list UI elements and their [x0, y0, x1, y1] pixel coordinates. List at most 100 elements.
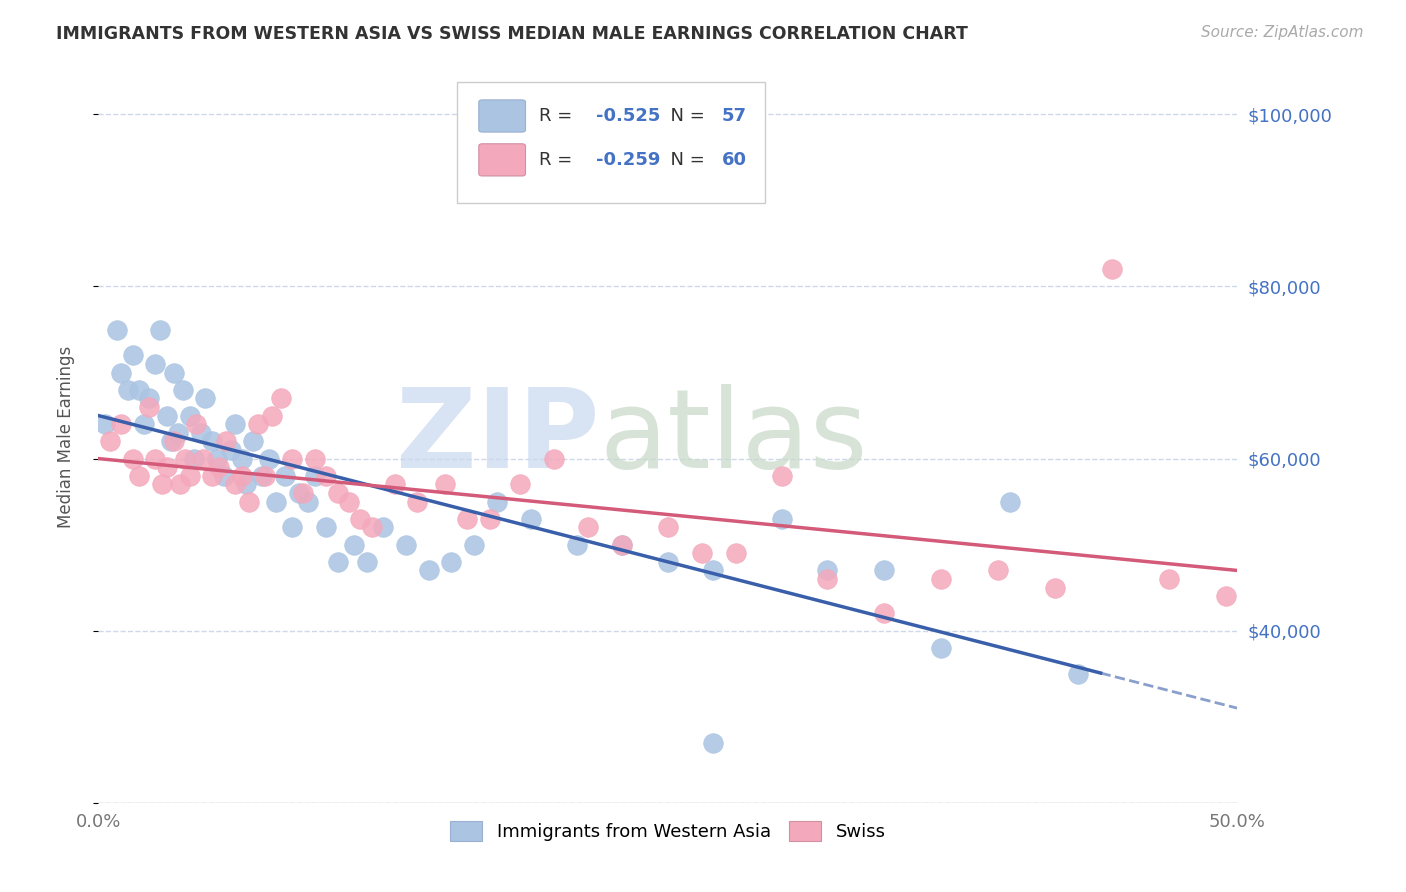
Point: [205, 451, 228, 466]
Point: [520, 512, 543, 526]
Point: [349, 512, 371, 526]
Point: [770, 468, 793, 483]
Point: [215, 434, 238, 449]
Point: [94, 417, 117, 432]
Point: [987, 564, 1010, 578]
Point: [193, 451, 215, 466]
Point: [231, 468, 253, 483]
Point: [543, 451, 565, 466]
Point: [169, 477, 191, 491]
Point: [128, 468, 150, 483]
Point: [190, 425, 212, 440]
Point: [235, 477, 257, 491]
Point: [179, 409, 201, 423]
Point: [770, 512, 793, 526]
Point: [873, 607, 896, 621]
Point: [156, 409, 179, 423]
Point: [201, 468, 224, 483]
Point: [260, 409, 283, 423]
Point: [509, 477, 531, 491]
Point: [162, 434, 184, 449]
Point: [179, 468, 201, 483]
Point: [418, 564, 440, 578]
Point: [117, 383, 139, 397]
Point: [281, 451, 304, 466]
Point: [121, 348, 143, 362]
Point: [292, 486, 315, 500]
Point: [145, 451, 167, 466]
Point: [576, 520, 599, 534]
FancyBboxPatch shape: [479, 100, 526, 132]
Point: [371, 520, 394, 534]
Text: Source: ZipAtlas.com: Source: ZipAtlas.com: [1201, 25, 1364, 40]
Point: [281, 520, 304, 534]
Point: [356, 555, 378, 569]
FancyBboxPatch shape: [479, 144, 526, 176]
FancyBboxPatch shape: [457, 82, 765, 203]
Point: [463, 538, 485, 552]
Point: [304, 468, 326, 483]
Point: [725, 546, 748, 560]
Point: [110, 417, 132, 432]
Point: [145, 357, 167, 371]
Point: [231, 451, 253, 466]
Point: [657, 520, 679, 534]
Legend: Immigrants from Western Asia, Swiss: Immigrants from Western Asia, Swiss: [443, 814, 893, 848]
Text: ZIP: ZIP: [396, 384, 599, 491]
Point: [270, 392, 292, 406]
Point: [486, 494, 509, 508]
Point: [702, 735, 724, 749]
Point: [128, 383, 150, 397]
Point: [138, 400, 160, 414]
Point: [172, 383, 194, 397]
Point: [259, 451, 281, 466]
Y-axis label: Median Male Earnings: Median Male Earnings: [56, 346, 75, 528]
Point: [219, 442, 242, 457]
Point: [815, 564, 838, 578]
Point: [433, 477, 456, 491]
Point: [224, 477, 246, 491]
Point: [1157, 572, 1180, 586]
Point: [479, 512, 502, 526]
Text: IMMIGRANTS FROM WESTERN ASIA VS SWISS MEDIAN MALE EARNINGS CORRELATION CHART: IMMIGRANTS FROM WESTERN ASIA VS SWISS ME…: [56, 25, 969, 43]
Point: [110, 366, 132, 380]
Point: [297, 494, 319, 508]
Text: -0.525: -0.525: [596, 107, 661, 125]
Point: [288, 486, 311, 500]
Point: [873, 564, 896, 578]
Point: [1067, 666, 1090, 681]
Text: N =: N =: [659, 107, 710, 125]
Text: N =: N =: [659, 151, 710, 169]
Point: [315, 468, 337, 483]
Point: [702, 564, 724, 578]
Point: [252, 468, 274, 483]
Point: [194, 392, 217, 406]
Point: [132, 417, 155, 432]
Point: [1295, 572, 1317, 586]
Point: [1101, 262, 1123, 277]
Point: [1362, 581, 1385, 595]
Point: [998, 494, 1021, 508]
Text: R =: R =: [538, 151, 578, 169]
Point: [264, 494, 287, 508]
Text: -0.259: -0.259: [596, 151, 661, 169]
Point: [406, 494, 429, 508]
Point: [612, 538, 634, 552]
Point: [395, 538, 418, 552]
Point: [384, 477, 406, 491]
Point: [138, 392, 160, 406]
Point: [315, 520, 337, 534]
Point: [690, 546, 713, 560]
Point: [208, 460, 231, 475]
Point: [612, 538, 634, 552]
Point: [815, 572, 838, 586]
Point: [440, 555, 463, 569]
Point: [186, 417, 208, 432]
Point: [246, 417, 269, 432]
Point: [1385, 572, 1406, 586]
Point: [238, 494, 260, 508]
Text: 60: 60: [721, 151, 747, 169]
Point: [929, 572, 952, 586]
Point: [160, 434, 183, 449]
Point: [201, 434, 224, 449]
